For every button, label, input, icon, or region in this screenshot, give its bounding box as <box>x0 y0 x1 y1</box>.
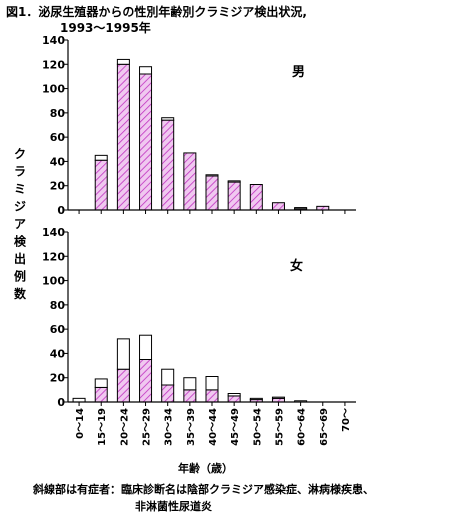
x-category-label: 25〜29 <box>142 408 153 446</box>
y-tick-label: 20 <box>50 372 66 385</box>
bar-symptomatic <box>227 395 241 403</box>
bar-symptomatic <box>161 384 175 403</box>
y-tick-label: 40 <box>50 155 66 168</box>
y-tick-label: 80 <box>50 299 66 312</box>
x-category-label: 30〜34 <box>164 408 175 446</box>
panel-label: 女 <box>290 258 303 274</box>
y-axis-label-char: 検 <box>14 234 27 249</box>
bar-asymptomatic <box>116 58 130 65</box>
bar-asymptomatic <box>227 180 241 183</box>
x-category-label: 50〜54 <box>252 408 263 446</box>
x-category-label: 55〜59 <box>274 408 285 446</box>
y-axis-label-char: 出 <box>14 251 26 266</box>
x-category-label: 45〜49 <box>230 408 241 446</box>
x-category-label: 60〜64 <box>297 408 308 446</box>
x-category-label: 40〜44 <box>208 408 219 446</box>
bar-asymptomatic <box>161 368 175 386</box>
bar-asymptomatic <box>161 117 175 121</box>
bar-symptomatic <box>116 63 130 211</box>
bar-asymptomatic <box>183 377 197 391</box>
bar-asymptomatic <box>94 378 108 388</box>
bar-symptomatic <box>183 389 197 403</box>
x-category-label: 0〜14 <box>75 408 86 439</box>
y-tick-label: 40 <box>50 347 66 360</box>
x-category-label: 70〜 <box>341 408 352 432</box>
x-category-label: 35〜39 <box>186 408 197 446</box>
y-tick-label: 0 <box>57 396 65 409</box>
bar-symptomatic <box>227 181 241 211</box>
panel-female: 0 20 40 60 80 100 120 140 女 <box>42 226 356 409</box>
x-category-label: 15〜19 <box>97 408 108 446</box>
y-axis-label-char: ア <box>14 217 26 231</box>
y-axis-label-char: 例 <box>14 269 26 284</box>
bar-asymptomatic <box>139 334 153 361</box>
bar-symptomatic <box>94 386 108 403</box>
y-tick-label: 140 <box>42 226 65 239</box>
bar-asymptomatic <box>249 397 263 401</box>
bar-asymptomatic <box>227 393 241 397</box>
bar-symptomatic <box>139 359 153 403</box>
bar-symptomatic <box>94 159 108 211</box>
bar-asymptomatic <box>94 154 108 161</box>
y-axis-label-char: 数 <box>14 286 27 301</box>
x-axis-label: 年齢（歳） <box>178 461 233 475</box>
x-category-label: 65〜69 <box>319 408 330 446</box>
panel-label: 男 <box>292 65 305 80</box>
y-tick-label: 100 <box>42 83 65 96</box>
bar-asymptomatic <box>116 338 130 370</box>
bar-symptomatic <box>116 368 130 403</box>
bar-symptomatic <box>249 184 263 211</box>
y-axis-label-char: ジ <box>14 200 26 214</box>
y-tick-label: 60 <box>50 131 66 144</box>
x-category-label: 20〜24 <box>119 408 130 446</box>
y-tick-label: 100 <box>42 275 65 288</box>
chart-title-line2: 1993〜1995年 <box>60 20 151 35</box>
bar-asymptomatic <box>294 207 308 210</box>
y-axis-label-char: ラ <box>14 165 26 179</box>
bar-symptomatic <box>205 389 219 403</box>
bar-symptomatic <box>271 202 285 211</box>
y-tick-label: 20 <box>50 180 66 193</box>
y-axis-label-char: ミ <box>14 182 26 196</box>
footnote-line2: 非淋菌性尿道炎 <box>135 499 212 513</box>
y-tick-label: 120 <box>42 250 65 263</box>
bar-asymptomatic <box>205 174 219 177</box>
bar-asymptomatic <box>271 396 285 399</box>
y-tick-label: 0 <box>57 204 65 217</box>
bar-symptomatic <box>139 73 153 211</box>
bar-asymptomatic <box>205 376 219 391</box>
bar-symptomatic <box>161 119 175 211</box>
x-axis-categories: 0〜14 15〜19 20〜24 25〜29 30〜34 35〜39 40〜44 45〜49 5… <box>75 408 352 446</box>
bar-symptomatic <box>205 175 219 211</box>
y-tick-label: 120 <box>42 58 65 71</box>
y-axis-label-char: ク <box>14 147 26 161</box>
y-tick-label: 60 <box>50 323 66 336</box>
y-tick-label: 80 <box>50 107 66 120</box>
footnote-line1: 斜線部は有症者：臨床診断名は陰部クラミジア感染症、淋病様疾患、 <box>32 482 374 496</box>
bar-asymptomatic <box>139 66 153 75</box>
y-tick-label: 140 <box>42 34 65 47</box>
chart-title-line1: 図1．泌尿生殖器からの性別年齢別クラミジア検出状況, <box>6 4 307 19</box>
panel-male: 0 20 40 60 80 100 120 140 男 <box>42 34 356 217</box>
bar-symptomatic <box>183 152 197 211</box>
